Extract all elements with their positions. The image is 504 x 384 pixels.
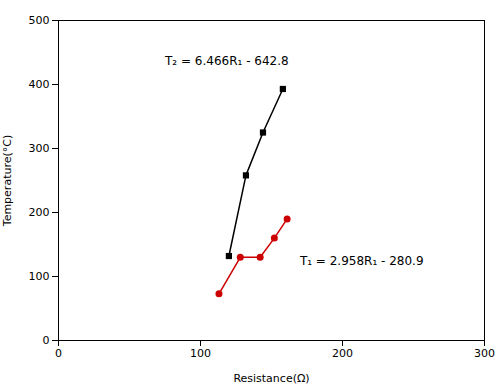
svg-text:Resistance(Ω): Resistance(Ω)	[233, 372, 309, 384]
svg-text:400: 400	[29, 78, 50, 91]
svg-text:500: 500	[29, 14, 50, 27]
svg-text:100: 100	[190, 347, 211, 360]
svg-text:100: 100	[29, 270, 50, 283]
svg-text:Temperature(°C): Temperature(°C)	[1, 135, 14, 227]
svg-text:T₂ = 6.466R₁ - 642.8: T₂ = 6.466R₁ - 642.8	[164, 54, 289, 68]
svg-text:300: 300	[474, 347, 495, 360]
svg-text:0: 0	[43, 334, 50, 347]
svg-text:300: 300	[29, 142, 50, 155]
svg-text:T₁ = 2.958R₁ - 280.9: T₁ = 2.958R₁ - 280.9	[299, 254, 424, 268]
svg-text:200: 200	[332, 347, 353, 360]
svg-text:0: 0	[55, 347, 62, 360]
svg-text:200: 200	[29, 206, 50, 219]
